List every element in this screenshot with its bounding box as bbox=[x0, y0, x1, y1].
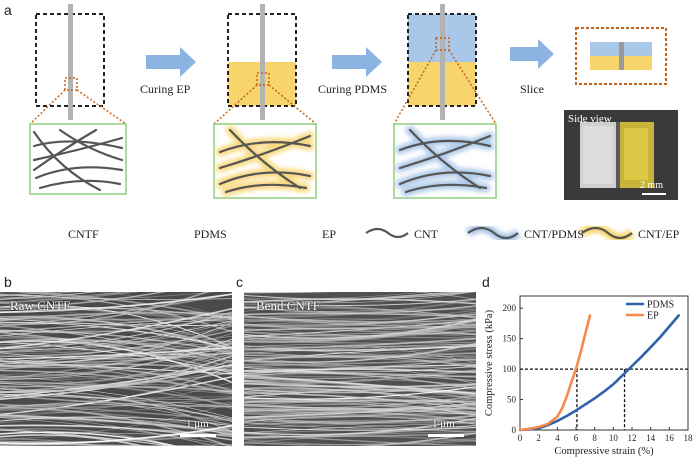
side-view-photo bbox=[564, 110, 678, 200]
photo-scale-text: 2 mm bbox=[640, 180, 664, 191]
y-tick-label: 0 bbox=[512, 425, 517, 435]
step-label-curing-ep: Curing EP bbox=[140, 82, 191, 96]
arrow-3 bbox=[510, 39, 554, 69]
sem-image-raw-cntf: Raw CNTF 1 μm bbox=[0, 292, 232, 446]
y-tick-label: 200 bbox=[503, 303, 517, 313]
legend-label-pdms: PDMS bbox=[647, 300, 674, 311]
y-tick-label: 150 bbox=[503, 334, 517, 344]
sem-b-title: Raw CNTF bbox=[10, 298, 71, 313]
stage-ep bbox=[213, 4, 317, 199]
step-label-curing-pdms: Curing PDMS bbox=[318, 82, 388, 96]
y-tick-label: 100 bbox=[503, 364, 517, 374]
legend-cnt-ep: CNT/EP bbox=[638, 227, 680, 241]
photo-label-side-view: Side view bbox=[568, 113, 612, 125]
sem-c-title: Bend CNTF bbox=[256, 298, 320, 313]
x-tick-label: 12 bbox=[628, 433, 637, 443]
legend-lines bbox=[365, 223, 635, 243]
process-schematic bbox=[29, 4, 678, 200]
x-tick-label: 0 bbox=[518, 433, 523, 443]
sem-image-bend-cntf: Bend CNTF 1 μm bbox=[244, 292, 476, 446]
panel-label-c: c bbox=[236, 274, 243, 290]
x-tick-label: 10 bbox=[609, 433, 619, 443]
x-tick-label: 8 bbox=[592, 433, 597, 443]
x-tick-label: 2 bbox=[536, 433, 541, 443]
legend-ep: EP bbox=[322, 227, 337, 241]
sem-b-scale-text: 1 μm bbox=[186, 418, 209, 430]
legend-pdms: PDMS bbox=[194, 227, 227, 241]
stage-raw-cntf bbox=[29, 4, 127, 195]
y-axis-label: Compressive stress (kPa) bbox=[484, 309, 495, 416]
legend-cnt: CNT bbox=[414, 227, 438, 241]
plot-frame bbox=[519, 295, 689, 431]
series-line-pdms bbox=[518, 314, 680, 432]
series-line-ep bbox=[518, 314, 592, 432]
y-tick-label: 50 bbox=[507, 395, 517, 405]
arrow-2 bbox=[332, 47, 382, 77]
panel-label-a: a bbox=[4, 2, 12, 18]
legend-cntf: CNTF bbox=[68, 227, 99, 241]
sem-b-scale-bar bbox=[180, 434, 216, 437]
x-tick-label: 18 bbox=[684, 433, 694, 443]
x-tick-label: 4 bbox=[555, 433, 560, 443]
step-label-slice: Slice bbox=[520, 82, 544, 96]
x-tick-label: 16 bbox=[665, 433, 675, 443]
sem-c-scale-bar bbox=[428, 434, 464, 437]
stage-slice bbox=[575, 27, 667, 85]
sem-c-scale-text: 1 μm bbox=[432, 418, 455, 430]
x-tick-label: 6 bbox=[574, 433, 579, 443]
legend-label-ep: EP bbox=[647, 311, 659, 322]
stage-pdms bbox=[393, 4, 497, 199]
arrow-1 bbox=[146, 47, 196, 77]
panel-label-d: d bbox=[482, 274, 490, 290]
x-axis-label: Compressive strain (%) bbox=[554, 446, 654, 457]
panel-label-b: b bbox=[4, 274, 12, 290]
x-tick-label: 14 bbox=[646, 433, 656, 443]
legend-cnt-pdms: CNT/PDMS bbox=[524, 227, 585, 241]
